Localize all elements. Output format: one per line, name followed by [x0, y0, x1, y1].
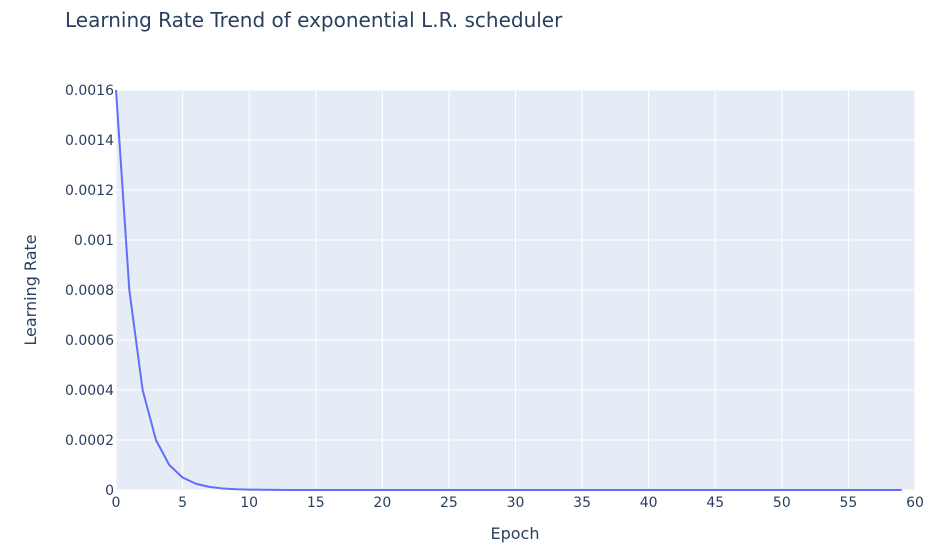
y-axis-label: Learning Rate — [21, 234, 40, 345]
y-tick-label: 0.0004 — [65, 383, 114, 399]
y-tick-label: 0 — [105, 483, 114, 499]
gridlines — [115, 89, 916, 491]
y-tick-label: 0.0012 — [65, 183, 114, 199]
x-tick-label: 15 — [307, 495, 325, 511]
y-axis-ticks: 0 0.0002 0.0004 0.0006 0.0008 0.001 0.0012 0.00… — [65, 83, 114, 499]
x-tick-label: 50 — [773, 495, 791, 511]
x-tick-label: 20 — [373, 495, 391, 511]
x-tick-label: 40 — [640, 495, 658, 511]
x-axis-label: Epoch — [491, 524, 540, 543]
x-tick-label: 45 — [706, 495, 724, 511]
x-tick-label: 5 — [178, 495, 187, 511]
x-tick-label: 0 — [112, 495, 121, 511]
x-tick-label: 35 — [573, 495, 591, 511]
x-tick-label: 10 — [240, 495, 258, 511]
x-tick-label: 25 — [440, 495, 458, 511]
y-tick-label: 0.0002 — [65, 433, 114, 449]
x-tick-label: 30 — [507, 495, 525, 511]
x-tick-label: 55 — [840, 495, 858, 511]
x-axis-ticks: 0 5 10 15 20 25 30 35 40 45 50 55 60 — [112, 495, 924, 511]
y-tick-label: 0.0006 — [65, 333, 114, 349]
series-line — [115, 89, 902, 491]
y-tick-label: 0.001 — [74, 233, 114, 249]
y-tick-label: 0.0014 — [65, 133, 114, 149]
x-tick-label: 60 — [906, 495, 924, 511]
y-tick-label: 0.0008 — [65, 283, 114, 299]
chart-title: Learning Rate Trend of exponential L.R. … — [65, 8, 563, 32]
y-tick-label: 0.0016 — [65, 83, 114, 99]
